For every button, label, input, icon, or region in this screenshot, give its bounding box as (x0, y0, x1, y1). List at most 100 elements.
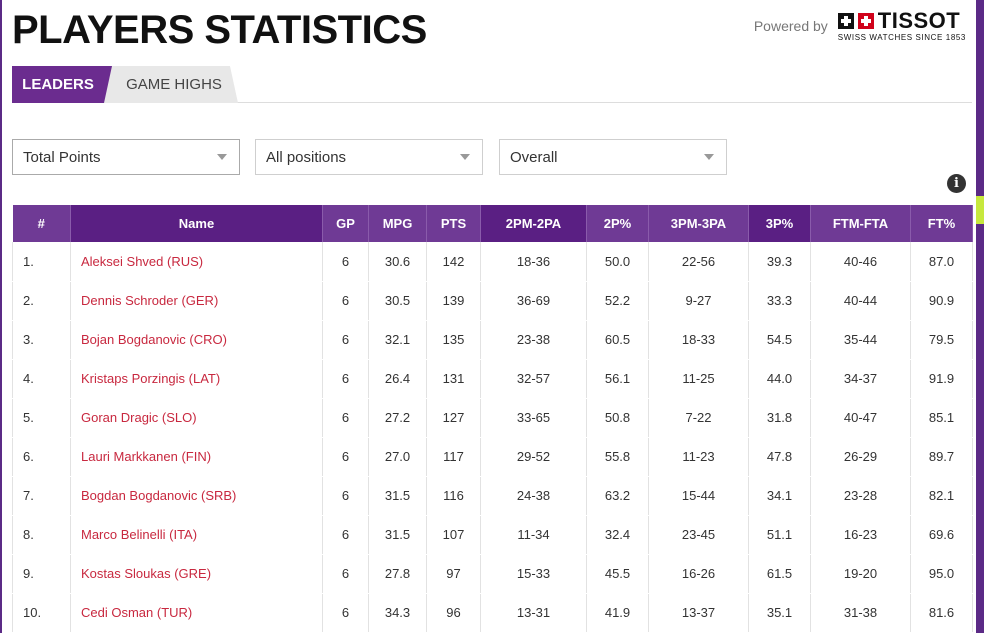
col-header-rank[interactable]: # (12, 205, 71, 242)
cell-player-name[interactable]: Lauri Markkanen (FIN) (70, 437, 323, 477)
col-header-ft-pct[interactable]: FT% (910, 205, 973, 242)
select-value: Total Points (23, 148, 101, 166)
table-row[interactable]: 2. Dennis Schroder (GER) 6 30.5 139 36-69 52.2… (12, 281, 973, 321)
cell-rank: 1. (12, 242, 71, 282)
cell-3pm-3pa: 15-44 (648, 476, 749, 516)
table-row[interactable]: 9. Kostas Sloukas (GRE) 6 27.8 97 15-33 45.5 16… (12, 554, 973, 594)
cell-rank: 6. (12, 437, 71, 477)
cell-gp: 6 (322, 554, 369, 594)
table-row[interactable]: 3. Bojan Bogdanovic (CRO) 6 32.1 135 23-38 60.… (12, 320, 973, 360)
position-select[interactable]: All positions (255, 139, 483, 175)
cell-gp: 6 (322, 359, 369, 399)
col-header-mpg[interactable]: MPG (368, 205, 427, 242)
chevron-down-icon (704, 154, 714, 160)
cell-player-name[interactable]: Kristaps Porzingis (LAT) (70, 359, 323, 399)
cell-pts: 139 (426, 281, 481, 321)
cell-ftm-fta: 40-46 (810, 242, 911, 282)
cell-ft-pct: 95.0 (910, 554, 973, 594)
cell-gp: 6 (322, 476, 369, 516)
cell-gp: 6 (322, 515, 369, 555)
cell-2p-pct: 45.5 (586, 554, 649, 594)
cell-player-name[interactable]: Bogdan Bogdanovic (SRB) (70, 476, 323, 516)
table-row[interactable]: 8. Marco Belinelli (ITA) 6 31.5 107 11-34 32.4… (12, 515, 973, 555)
col-header-3p-pct[interactable]: 3P% (748, 205, 811, 242)
cell-player-name[interactable]: Bojan Bogdanovic (CRO) (70, 320, 323, 360)
active-tab-caret (52, 103, 64, 110)
cell-2p-pct: 52.2 (586, 281, 649, 321)
cell-2p-pct: 55.8 (586, 437, 649, 477)
powered-by-label: Powered by (753, 18, 828, 34)
cell-gp: 6 (322, 320, 369, 360)
brand-tagline: SWISS WATCHES SINCE 1853 (837, 33, 966, 42)
cell-2pm-2pa: 23-38 (480, 320, 587, 360)
cell-3p-pct: 54.5 (748, 320, 811, 360)
table-row[interactable]: 6. Lauri Markkanen (FIN) 6 27.0 117 29-52 55.8… (12, 437, 973, 477)
tab-label: GAME HIGHS (126, 76, 222, 93)
col-header-2pm-2pa[interactable]: 2PM-2PA (480, 205, 587, 242)
cell-player-name[interactable]: Dennis Schroder (GER) (70, 281, 323, 321)
cell-mpg: 27.2 (368, 398, 427, 438)
col-header-3pm-3pa[interactable]: 3PM-3PA (648, 205, 749, 242)
cell-ftm-fta: 40-47 (810, 398, 911, 438)
cell-3p-pct: 47.8 (748, 437, 811, 477)
table-row[interactable]: 1. Aleksei Shved (RUS) 6 30.6 142 18-36 50.0 22… (12, 242, 973, 282)
cell-2p-pct: 56.1 (586, 359, 649, 399)
cell-ftm-fta: 40-44 (810, 281, 911, 321)
tab-game-highs[interactable]: GAME HIGHS (104, 66, 238, 103)
cell-player-name[interactable]: Aleksei Shved (RUS) (70, 242, 323, 282)
cell-pts: 135 (426, 320, 481, 360)
cell-3pm-3pa: 18-33 (648, 320, 749, 360)
cell-2p-pct: 32.4 (586, 515, 649, 555)
brand-name: TISSOT (877, 8, 961, 33)
col-header-gp[interactable]: GP (322, 205, 369, 242)
table-header-row: # Name GP MPG PTS 2PM-2PA 2P% 3PM-3PA 3P… (12, 205, 973, 242)
cell-2p-pct: 60.5 (586, 320, 649, 360)
edge-accent (976, 196, 984, 224)
cell-player-name[interactable]: Goran Dragic (SLO) (70, 398, 323, 438)
cell-player-name[interactable]: Marco Belinelli (ITA) (70, 515, 323, 555)
cell-2pm-2pa: 33-65 (480, 398, 587, 438)
info-icon[interactable]: i (947, 174, 966, 193)
cell-ft-pct: 91.9 (910, 359, 973, 399)
cell-pts: 96 (426, 593, 481, 633)
table-row[interactable]: 7. Bogdan Bogdanovic (SRB) 6 31.5 116 24-38 63… (12, 476, 973, 516)
scope-select[interactable]: Overall (499, 139, 727, 175)
cell-3pm-3pa: 9-27 (648, 281, 749, 321)
cell-mpg: 27.8 (368, 554, 427, 594)
cell-pts: 142 (426, 242, 481, 282)
cell-player-name[interactable]: Cedi Osman (TUR) (70, 593, 323, 633)
cell-pts: 131 (426, 359, 481, 399)
cell-3pm-3pa: 11-25 (648, 359, 749, 399)
tab-label: LEADERS (22, 76, 94, 93)
select-value: All positions (266, 148, 347, 166)
cell-ft-pct: 79.5 (910, 320, 973, 360)
cell-3p-pct: 33.3 (748, 281, 811, 321)
col-header-2p-pct[interactable]: 2P% (586, 205, 649, 242)
cell-rank: 5. (12, 398, 71, 438)
cell-3pm-3pa: 23-45 (648, 515, 749, 555)
cell-gp: 6 (322, 281, 369, 321)
tab-leaders[interactable]: LEADERS (12, 66, 112, 103)
stat-select[interactable]: Total Points (12, 139, 240, 175)
cell-ftm-fta: 35-44 (810, 320, 911, 360)
cell-player-name[interactable]: Kostas Sloukas (GRE) (70, 554, 323, 594)
cell-2pm-2pa: 13-31 (480, 593, 587, 633)
cell-ft-pct: 89.7 (910, 437, 973, 477)
col-header-ftm-fta[interactable]: FTM-FTA (810, 205, 911, 242)
cell-pts: 97 (426, 554, 481, 594)
cell-ftm-fta: 31-38 (810, 593, 911, 633)
page-title: PLAYERS STATISTICS (12, 8, 427, 52)
table-row[interactable]: 4. Kristaps Porzingis (LAT) 6 26.4 131 32-57 5… (12, 359, 973, 399)
cell-2pm-2pa: 36-69 (480, 281, 587, 321)
col-header-pts[interactable]: PTS (426, 205, 481, 242)
cell-ft-pct: 82.1 (910, 476, 973, 516)
cell-pts: 127 (426, 398, 481, 438)
cell-ft-pct: 90.9 (910, 281, 973, 321)
sponsor-logo[interactable]: TISSOT SWISS WATCHES SINCE 1853 (837, 8, 966, 42)
table-row[interactable]: 5. Goran Dragic (SLO) 6 27.2 127 33-65 50.8 7-2… (12, 398, 973, 438)
tissot-t-icon (837, 13, 854, 29)
cell-rank: 7. (12, 476, 71, 516)
cell-gp: 6 (322, 242, 369, 282)
col-header-name[interactable]: Name (70, 205, 323, 242)
table-row[interactable]: 10. Cedi Osman (TUR) 6 34.3 96 13-31 41.9 13-37… (12, 593, 973, 633)
